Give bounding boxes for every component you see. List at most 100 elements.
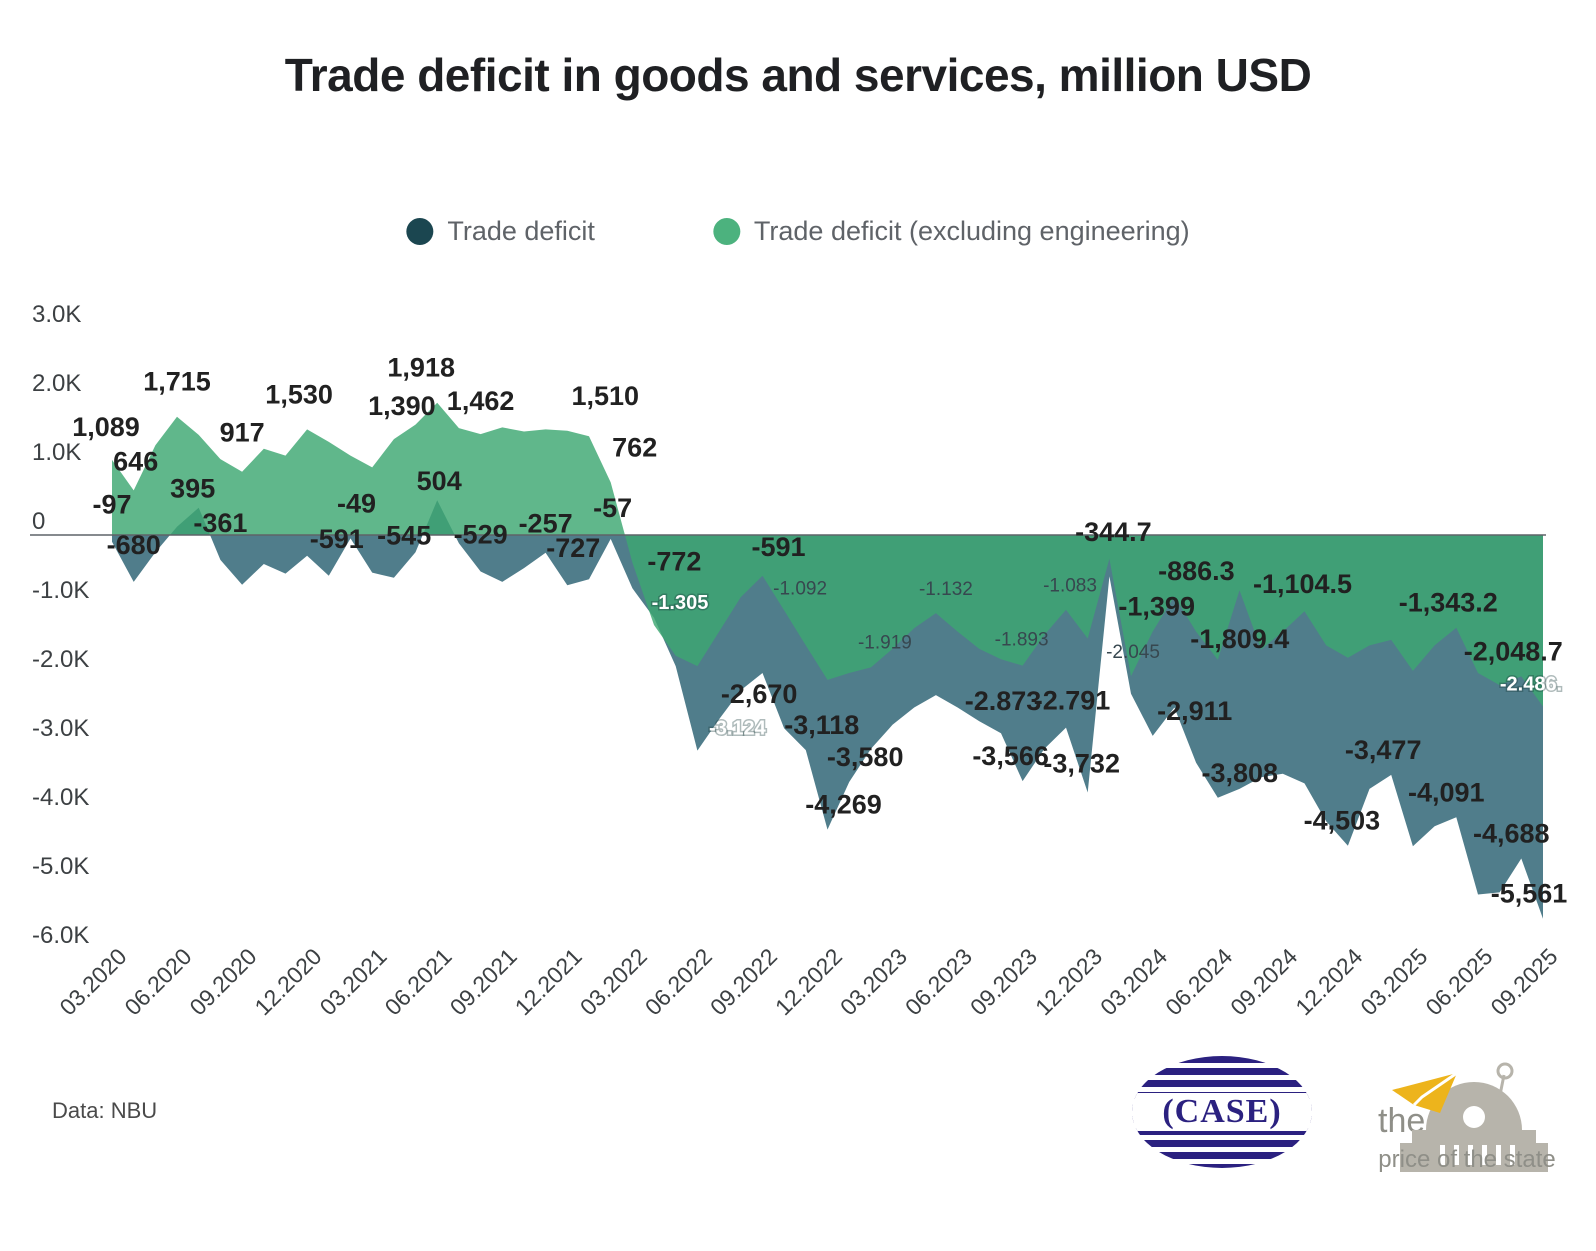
case-logo: (CASE) [1132, 1056, 1312, 1168]
x-tick-label: 09.2020 [184, 943, 261, 1020]
data-label: -1,104.5 [1253, 569, 1352, 599]
data-label: 1,089 [72, 412, 140, 442]
building-wing-left [1400, 1143, 1412, 1172]
data-label: -1,809.4 [1190, 624, 1289, 654]
data-label: -680 [107, 530, 161, 560]
antenna-ring-icon [1496, 1062, 1514, 1080]
data-label: -4,269 [805, 790, 882, 820]
data-label: -4,091 [1408, 777, 1485, 807]
data-label: -257 [519, 509, 573, 539]
data-label: 1,918 [387, 353, 455, 383]
data-label: -1.919 [858, 632, 912, 653]
case-logo-band: (CASE) [1132, 1093, 1312, 1131]
data-label: -3,808 [1202, 758, 1279, 788]
x-tick-label: 06.2022 [640, 943, 717, 1020]
y-tick-label: 2.0K [32, 370, 81, 397]
x-tick-label: 12.2021 [510, 943, 587, 1020]
data-label: -3,580 [827, 742, 904, 772]
data-label: -2.791 [1034, 686, 1111, 716]
data-label: -772 [647, 546, 701, 576]
x-tick-label: 09.2025 [1485, 943, 1562, 1020]
data-label: -2.045 [1106, 642, 1160, 663]
data-label: 646 [113, 446, 158, 476]
data-label: -2.873 [965, 686, 1042, 716]
data-label: -591 [751, 532, 805, 562]
data-label: -591 [310, 524, 364, 554]
legend-label: Trade deficit [447, 216, 595, 246]
x-tick-label: 12.2023 [1030, 943, 1107, 1020]
x-tick-label: 03.2022 [575, 943, 652, 1020]
data-label: -3,477 [1345, 735, 1422, 765]
x-tick-label: 06.2023 [900, 943, 977, 1020]
x-tick-label: 09.2023 [965, 943, 1042, 1020]
building-base-icon [1412, 1130, 1536, 1172]
data-label: -529 [454, 520, 508, 550]
data-label: 1,462 [447, 386, 515, 416]
data-label: -361 [193, 508, 247, 538]
data-label: -727 [546, 533, 600, 563]
data-label: -1,343.2 [1399, 588, 1498, 618]
x-tick-label: 09.2021 [445, 943, 522, 1020]
page-title: Trade deficit in goods and services, mil… [284, 49, 1312, 101]
y-tick-label: -3.0K [32, 715, 89, 742]
data-label: 1,390 [368, 391, 436, 421]
data-label: -3,566 [972, 741, 1049, 771]
data-label: -1.132 [919, 579, 973, 600]
chart-legend: Trade deficit Trade deficit (excluding en… [406, 216, 1190, 247]
data-label: -3,732 [1043, 749, 1120, 779]
data-label: -1.893 [995, 630, 1049, 651]
data-label: 917 [220, 418, 265, 448]
x-tick-label: 03.2021 [315, 943, 392, 1020]
building-columns [1440, 1145, 1515, 1165]
y-tick-label: 0 [32, 508, 45, 535]
data-label: -1.092 [773, 578, 827, 599]
legend-label: Trade deficit (excluding engineering) [753, 216, 1190, 246]
data-label: -4,503 [1304, 806, 1381, 836]
data-label: -57 [593, 493, 632, 523]
antenna-icon [1496, 1074, 1506, 1106]
y-tick-label: -5.0K [32, 853, 89, 880]
data-label: 1,510 [572, 381, 640, 411]
y-tick-label: -6.0K [32, 922, 89, 949]
x-tick-label: 06.2021 [380, 943, 457, 1020]
x-tick-label: 12.2024 [1290, 943, 1367, 1020]
y-tick-label: -4.0K [32, 784, 89, 811]
data-source-note: Data: NBU [52, 1098, 158, 1123]
data-label: -2,048.7 [1464, 636, 1563, 666]
y-tick-label: -1.0K [32, 577, 89, 604]
data-label: -344.7 [1075, 517, 1152, 547]
data-label: -1.305 [652, 592, 709, 614]
data-label: -5,561 [1491, 879, 1568, 909]
data-label: -2.486. [1500, 674, 1562, 696]
data-label: -49 [337, 488, 376, 518]
legend-item-0: Trade deficit [406, 216, 595, 247]
x-tick-label: 09.2022 [705, 943, 782, 1020]
legend-dot-icon [406, 218, 434, 245]
data-label: -2,670 [721, 679, 798, 709]
y-tick-label: 3.0K [32, 301, 81, 328]
data-label: -3,118 [784, 710, 859, 740]
x-tick-label: 03.2020 [54, 943, 131, 1020]
x-tick-label: 06.2025 [1420, 943, 1497, 1020]
x-tick-label: 12.2022 [770, 943, 847, 1020]
data-label: -97 [92, 490, 131, 520]
y-tick-label: -2.0K [32, 646, 89, 673]
data-label: -3.124 [709, 718, 767, 740]
data-label: -1,399 [1118, 592, 1195, 622]
data-label: -4,688 [1473, 819, 1550, 849]
x-tick-label: 09.2024 [1225, 943, 1302, 1020]
data-label: -2,911 [1157, 696, 1232, 726]
y-tick-label: 1.0K [32, 439, 81, 466]
data-label: -886.3 [1158, 556, 1235, 586]
x-tick-label: 03.2023 [835, 943, 912, 1020]
data-label: 1,715 [143, 367, 211, 397]
legend-dot-icon [712, 218, 740, 245]
data-label: 504 [417, 466, 462, 496]
x-tick-label: 03.2025 [1355, 943, 1432, 1020]
building-wing-right [1536, 1143, 1548, 1172]
x-tick-label: 12.2020 [249, 943, 326, 1020]
x-tick-label: 03.2024 [1095, 943, 1172, 1020]
pos-logo-caption: price of the state [1378, 1146, 1555, 1173]
